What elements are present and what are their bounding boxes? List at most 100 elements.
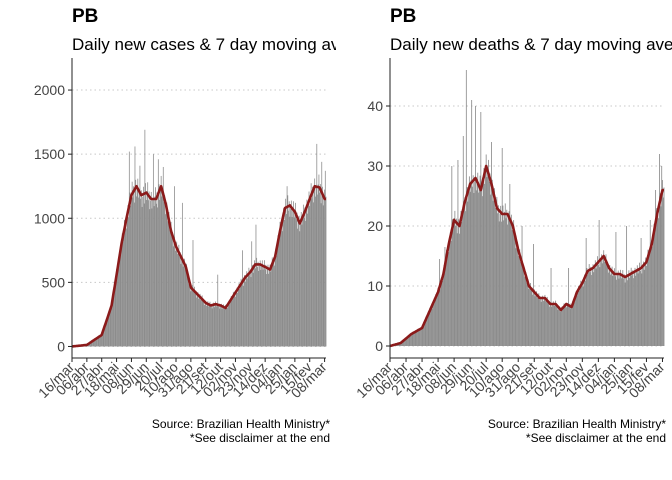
daily-bar	[654, 232, 656, 346]
daily-bar	[97, 337, 99, 347]
daily-bar	[626, 280, 628, 346]
daily-bar	[425, 321, 427, 346]
daily-bar	[475, 106, 476, 346]
daily-bar	[504, 211, 505, 346]
daily-bar	[134, 146, 136, 347]
daily-bar	[226, 304, 228, 347]
daily-bar	[607, 261, 608, 346]
daily-bar	[645, 257, 647, 346]
daily-bar	[429, 308, 431, 346]
daily-bar	[318, 174, 320, 347]
daily-bar	[650, 248, 652, 346]
daily-bar	[165, 214, 166, 347]
daily-bar	[167, 221, 168, 347]
daily-bar	[462, 136, 464, 346]
daily-bar	[655, 208, 657, 346]
daily-bar	[180, 263, 182, 347]
daily-bar	[604, 261, 605, 346]
daily-bar	[264, 269, 266, 347]
daily-bar	[512, 224, 514, 346]
daily-bar	[489, 173, 491, 346]
daily-bar	[322, 186, 323, 347]
daily-bar	[284, 208, 286, 347]
daily-bar	[575, 291, 577, 346]
daily-bar	[453, 217, 455, 346]
daily-bar	[231, 300, 233, 347]
daily-bar	[410, 334, 412, 346]
daily-bar	[196, 294, 198, 347]
daily-bar	[172, 246, 174, 347]
daily-bar	[600, 260, 602, 346]
daily-bar	[89, 343, 91, 347]
daily-bar	[616, 279, 618, 346]
daily-bar	[624, 282, 626, 346]
daily-bar	[206, 306, 207, 347]
daily-bar	[408, 336, 410, 346]
y-tick-label: 1500	[34, 146, 65, 162]
daily-bar	[128, 217, 129, 347]
daily-bar	[526, 282, 528, 346]
daily-bar	[554, 303, 556, 346]
daily-bar	[181, 202, 183, 347]
daily-bar	[243, 280, 245, 347]
daily-bar	[230, 300, 231, 347]
daily-bar	[620, 278, 622, 346]
daily-bar	[294, 209, 296, 347]
daily-bar	[405, 338, 407, 346]
daily-bar	[317, 184, 319, 347]
daily-bar	[584, 280, 586, 346]
daily-bar	[171, 236, 173, 347]
daily-bar	[525, 272, 527, 346]
daily-bar	[455, 218, 457, 346]
daily-bar	[443, 274, 444, 346]
daily-bar	[446, 249, 447, 346]
daily-bar	[503, 220, 505, 346]
daily-bar	[196, 297, 197, 347]
daily-bar	[182, 266, 184, 347]
daily-bar	[244, 275, 246, 347]
daily-bar	[501, 221, 502, 346]
daily-bar	[140, 190, 142, 347]
daily-bar	[244, 281, 246, 347]
daily-bar	[531, 287, 533, 346]
daily-bar	[662, 180, 663, 346]
daily-bar	[437, 287, 439, 346]
daily-bar	[289, 216, 291, 347]
daily-bar	[210, 306, 212, 347]
daily-bar	[222, 306, 224, 347]
daily-bar	[146, 191, 148, 347]
daily-bar	[139, 165, 141, 347]
daily-bar	[233, 296, 235, 347]
daily-bar	[459, 222, 461, 346]
daily-bar	[115, 277, 117, 347]
daily-bar	[201, 297, 202, 347]
daily-bar	[566, 305, 568, 346]
daily-bar	[260, 270, 262, 347]
daily-bar	[608, 269, 610, 346]
daily-bar	[220, 306, 221, 347]
daily-bar	[154, 196, 156, 347]
daily-bar	[522, 268, 524, 346]
deaths-chart-subtitle: Daily new deaths & 7 day moving average	[390, 35, 672, 54]
daily-bar	[533, 244, 534, 346]
daily-bar	[403, 340, 405, 346]
daily-bar	[560, 310, 562, 346]
daily-bar	[576, 295, 578, 346]
daily-bar	[543, 298, 545, 346]
daily-bar	[324, 170, 326, 347]
daily-bar	[266, 274, 267, 347]
daily-bar	[635, 275, 637, 346]
daily-bar	[622, 270, 624, 346]
daily-bar	[143, 203, 145, 347]
daily-bar	[153, 206, 155, 347]
daily-bar	[133, 202, 135, 347]
daily-bar	[135, 179, 137, 347]
daily-bar	[208, 306, 209, 347]
daily-bar	[240, 283, 241, 347]
daily-bar	[657, 206, 659, 346]
daily-bar	[102, 332, 103, 347]
daily-bar	[458, 219, 460, 346]
daily-bar	[144, 129, 146, 347]
daily-bar	[508, 211, 510, 346]
daily-bar	[172, 231, 173, 347]
